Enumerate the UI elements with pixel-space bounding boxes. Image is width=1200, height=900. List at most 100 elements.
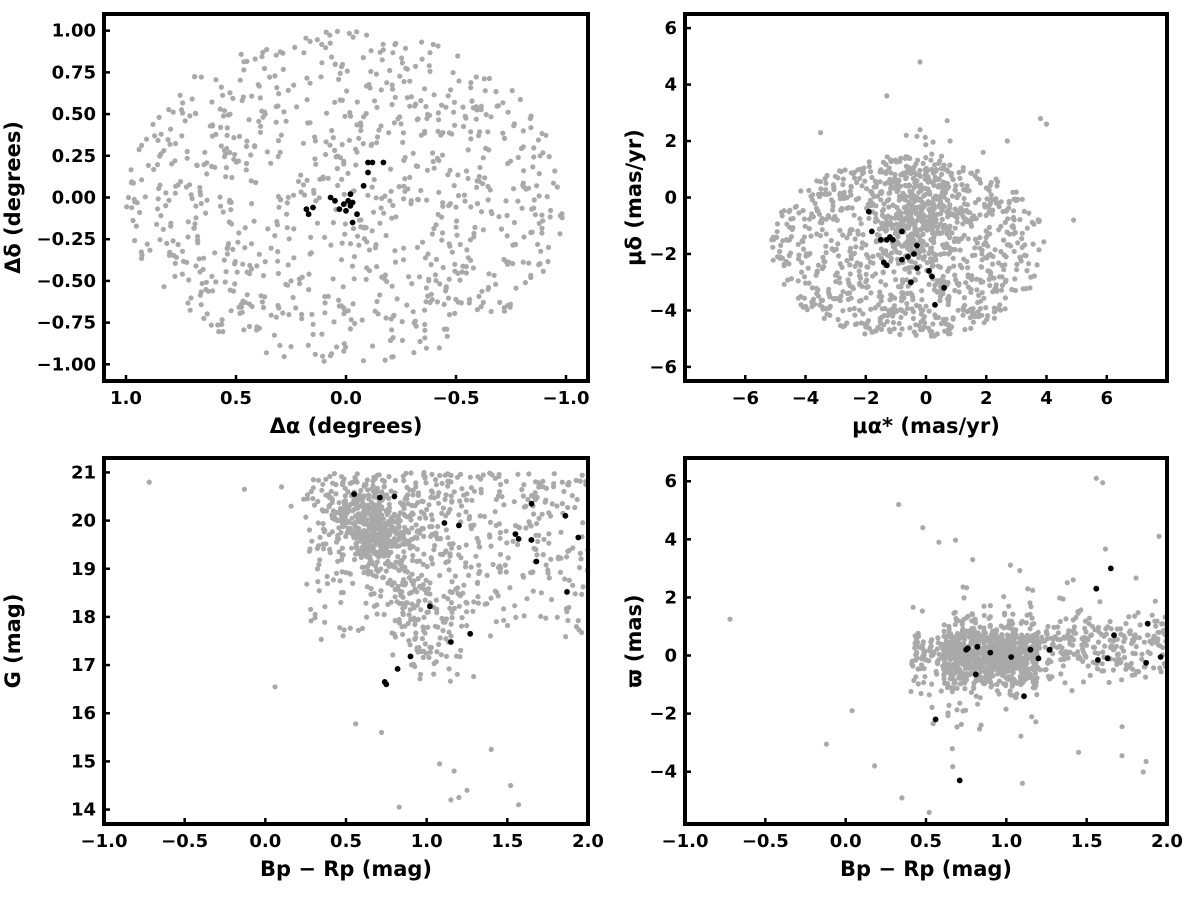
field-point — [338, 599, 344, 606]
field-point — [438, 536, 444, 542]
field-point — [456, 544, 462, 551]
field-point — [1102, 643, 1108, 649]
member-point — [349, 219, 356, 226]
field-point — [558, 555, 564, 561]
field-point — [353, 551, 359, 557]
field-point — [897, 331, 903, 338]
y-tick-label: −0.50 — [37, 271, 97, 292]
field-point — [364, 265, 370, 271]
field-point — [898, 224, 904, 230]
field-point — [448, 87, 454, 93]
member-point — [932, 301, 938, 308]
field-point — [422, 641, 428, 647]
field-point — [817, 233, 824, 239]
field-point — [303, 35, 309, 41]
member-point — [369, 159, 376, 166]
field-point — [519, 487, 525, 493]
field-point — [168, 223, 174, 229]
field-point — [966, 188, 972, 194]
field-point — [457, 241, 463, 248]
field-point — [354, 29, 360, 35]
field-point — [280, 310, 286, 316]
field-point — [999, 287, 1005, 293]
field-point — [305, 342, 311, 348]
y-tick-label: −0.25 — [37, 229, 97, 250]
field-point — [543, 132, 549, 138]
field-point — [481, 513, 488, 520]
field-point — [419, 39, 425, 45]
field-point — [945, 682, 951, 688]
field-point — [987, 623, 993, 630]
field-point — [1071, 627, 1077, 633]
field-point — [540, 218, 546, 224]
field-point — [338, 303, 344, 309]
field-point — [1119, 753, 1125, 759]
field-point — [448, 797, 454, 803]
member-point — [932, 716, 939, 723]
field-point — [937, 264, 944, 270]
field-point — [277, 149, 283, 155]
field-point — [493, 281, 499, 287]
field-point — [354, 149, 360, 155]
field-point — [918, 690, 924, 697]
field-point — [930, 170, 936, 176]
field-point — [374, 485, 380, 491]
field-point — [821, 264, 827, 270]
field-point — [356, 217, 363, 223]
field-point — [557, 231, 563, 237]
field-point — [446, 567, 452, 573]
field-point — [854, 179, 860, 186]
field-point — [457, 593, 463, 599]
field-point — [947, 205, 953, 211]
field-point — [998, 623, 1004, 629]
field-point — [975, 701, 981, 707]
member-point — [332, 197, 338, 204]
field-point — [808, 233, 814, 239]
member-point — [987, 649, 994, 656]
field-point — [439, 230, 446, 236]
field-point — [395, 583, 401, 590]
field-point — [998, 223, 1004, 229]
field-point — [199, 280, 205, 287]
field-point — [868, 169, 874, 175]
field-point — [428, 488, 434, 494]
field-point — [335, 182, 341, 189]
field-point — [1042, 638, 1048, 644]
field-point — [993, 282, 999, 288]
field-point — [407, 642, 413, 648]
field-point — [321, 358, 327, 364]
field-point — [1006, 644, 1012, 650]
field-point — [476, 562, 482, 568]
field-point — [1023, 286, 1029, 292]
field-point — [954, 215, 960, 221]
field-point — [467, 237, 473, 243]
field-point — [468, 136, 474, 142]
field-point — [1060, 651, 1066, 658]
field-point — [851, 175, 858, 181]
field-point — [415, 116, 421, 122]
field-point — [464, 600, 470, 606]
field-point — [910, 315, 917, 322]
field-point — [820, 254, 826, 260]
field-point — [860, 311, 866, 317]
field-point — [919, 297, 925, 303]
field-point — [350, 580, 356, 587]
field-point — [815, 293, 822, 299]
field-point — [507, 304, 513, 310]
field-point — [383, 508, 389, 514]
field-point — [320, 353, 326, 359]
field-point — [1160, 621, 1166, 627]
field-point — [273, 119, 279, 125]
field-point — [917, 238, 923, 244]
field-point — [892, 215, 898, 221]
field-point — [896, 177, 902, 183]
field-point — [1133, 575, 1139, 581]
y-tick-label: −2 — [649, 704, 677, 725]
field-point — [319, 60, 325, 66]
field-point — [401, 196, 407, 202]
field-point — [363, 111, 369, 117]
field-point — [521, 482, 527, 488]
field-point — [953, 615, 959, 622]
field-point — [373, 195, 379, 201]
member-point — [911, 251, 917, 257]
